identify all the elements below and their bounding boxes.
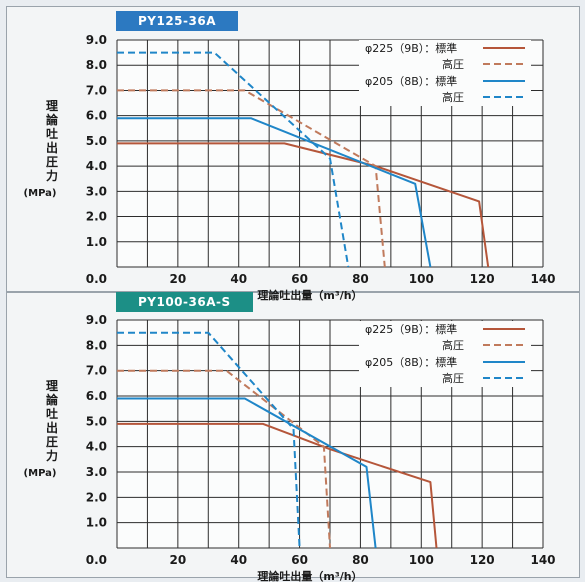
y-tick-label: 1.0	[86, 235, 107, 249]
x-tick-label: 120	[470, 553, 495, 567]
y-axis-label: 力	[46, 448, 58, 463]
x-tick-label: 100	[409, 272, 434, 286]
legend-box-py100	[359, 321, 531, 387]
x-tick-label: 80	[352, 272, 369, 286]
x-tick-label: 140	[530, 553, 555, 567]
legend-label: φ225（9B）：標準	[365, 41, 457, 55]
x-tick-label: 0.0	[86, 553, 107, 567]
legend-box-py125	[359, 40, 531, 106]
y-tick-label: 5.0	[86, 134, 107, 148]
y-tick-label: 7.0	[86, 364, 107, 378]
y-axis-label: 圧	[46, 155, 58, 169]
series-line-py125-2	[117, 117, 432, 268]
y-tick-label: 5.0	[86, 414, 107, 428]
y-axis-label: 出	[46, 140, 58, 155]
y-tick-label: 4.0	[86, 159, 107, 173]
y-tick-label: 7.0	[86, 83, 107, 97]
x-tick-label: 60	[291, 272, 308, 286]
x-tick-label: 0.0	[86, 272, 107, 286]
x-tick-label: 20	[170, 272, 187, 286]
y-axis-label: 吐	[46, 406, 58, 421]
y-axis-label: 圧	[46, 435, 58, 449]
legend-label: 高圧	[442, 90, 464, 104]
y-axis-label: 論	[46, 112, 59, 127]
y-axis-label: 吐	[46, 126, 58, 141]
x-tick-label: 100	[409, 553, 434, 567]
y-tick-label: 3.0	[86, 465, 107, 479]
y-axis-label: (MPa)	[24, 188, 57, 199]
model-tag-py100: PY100-36A-S	[116, 292, 253, 312]
x-tick-label: 40	[230, 272, 247, 286]
y-tick-label: 8.0	[86, 338, 107, 352]
series-line-py125-1	[117, 89, 386, 268]
y-tick-label: 9.0	[86, 33, 107, 47]
y-axis-label: 理	[46, 379, 58, 393]
y-axis-label: 理	[46, 99, 58, 113]
y-axis-label: 論	[46, 392, 59, 407]
y-tick-label: 6.0	[86, 389, 107, 403]
y-tick-label: 3.0	[86, 184, 107, 198]
series-line-py100-0	[117, 422, 438, 549]
legend-label: φ205（8B）：標準	[365, 74, 457, 88]
x-tick-label: 20	[170, 553, 187, 567]
y-axis-label: 出	[46, 420, 58, 435]
series-line-py125-3	[117, 51, 350, 268]
y-tick-label: 9.0	[86, 313, 107, 327]
x-tick-label: 120	[470, 272, 495, 286]
legend-label: φ205（8B）：標準	[365, 355, 457, 369]
x-tick-label: 60	[291, 553, 308, 567]
x-axis-label: 理論吐出量（m³/h）	[257, 569, 362, 582]
y-axis-label: 力	[46, 168, 58, 183]
y-tick-label: 4.0	[86, 440, 107, 454]
y-tick-label: 6.0	[86, 109, 107, 123]
legend-label: 高圧	[442, 57, 464, 71]
x-axis-label: 理論吐出量（m³/h）	[257, 288, 362, 302]
y-tick-label: 2.0	[86, 210, 107, 224]
y-tick-label: 2.0	[86, 490, 107, 504]
model-tag-py125: PY125-36A	[116, 11, 238, 31]
x-tick-label: 40	[230, 553, 247, 567]
x-tick-label: 140	[530, 272, 555, 286]
y-axis-label: (MPa)	[24, 468, 57, 479]
legend-label: φ225（9B）：標準	[365, 322, 457, 336]
series-line-py100-2	[117, 397, 377, 549]
y-tick-label: 1.0	[86, 516, 107, 530]
series-line-py100-3	[117, 331, 301, 549]
y-tick-label: 8.0	[86, 58, 107, 72]
legend-label: 高圧	[442, 371, 464, 385]
legend-label: 高圧	[442, 338, 464, 352]
x-tick-label: 80	[352, 553, 369, 567]
